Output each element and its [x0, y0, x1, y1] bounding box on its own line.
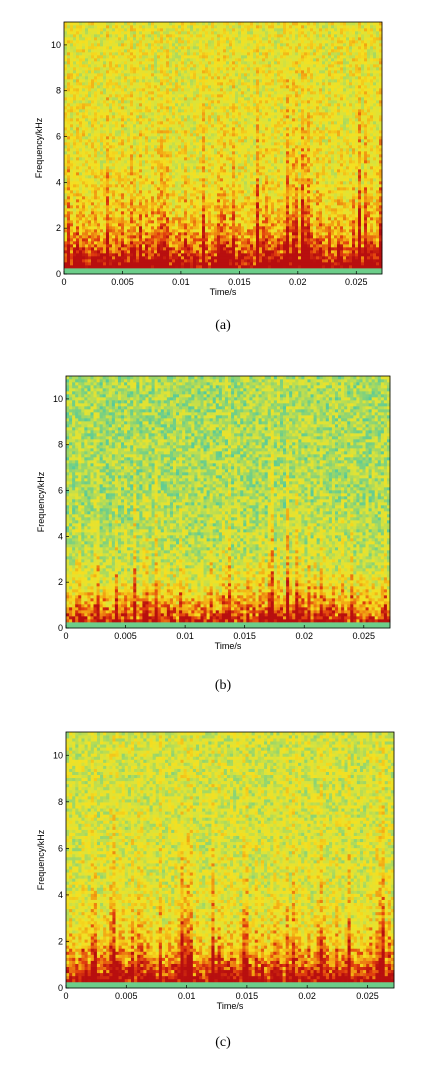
y-tick-label: 10 [53, 750, 63, 760]
y-tick-label: 8 [58, 797, 63, 807]
y-tick-label: 0 [56, 269, 61, 279]
y-axis-label: Frequency/kHz [36, 471, 46, 532]
y-tick-label: 0 [58, 983, 63, 993]
panel-caption: (c) [0, 1035, 446, 1051]
y-tick-label: 8 [56, 86, 61, 96]
x-tick-label: 0.005 [115, 991, 138, 1001]
y-tick-label: 2 [58, 577, 63, 587]
x-tick-label: 0.025 [353, 631, 376, 641]
y-tick-label: 0 [58, 623, 63, 633]
y-tick-label: 8 [58, 440, 63, 450]
x-axis-label: Time/s [215, 641, 242, 651]
spectrogram-chart-a: 0 0.005 0.01 0.015 0.02 0.025 0 2 4 6 8 10 Time/s F… [34, 21, 383, 297]
spectrogram-panel-b: 0 0.005 0.01 0.015 0.02 0.025 0 2 4 6 8 10 Time/s F… [0, 352, 446, 702]
x-tick-label: 0.01 [178, 991, 196, 1001]
heatmap-cells [66, 732, 395, 989]
x-tick-label: 0 [63, 631, 68, 641]
panel-caption: (b) [0, 678, 446, 694]
x-axis-label: Time/s [217, 1001, 244, 1011]
plot-frame [65, 375, 391, 629]
y-tick-label: 4 [56, 177, 61, 187]
y-axis-label: Frequency/kHz [36, 829, 46, 890]
x-tick-label: 0.02 [295, 631, 313, 641]
x-tick-label: 0.025 [356, 991, 379, 1001]
x-tick-label: 0 [63, 991, 68, 1001]
x-tick-label: 0.015 [233, 631, 256, 641]
x-tick-label: 0.01 [172, 277, 190, 287]
x-tick-label: 0.015 [228, 277, 251, 287]
x-tick-label: 0.005 [114, 631, 137, 641]
y-tick-label: 4 [58, 890, 63, 900]
plot-frame [63, 21, 383, 275]
spectrogram-panel-c: 0 0.005 0.01 0.015 0.02 0.025 0 2 4 6 8 10 Time/s F… [0, 706, 446, 1066]
x-axis-label: Time/s [210, 287, 237, 297]
y-tick-label: 6 [58, 486, 63, 496]
x-tick-label: 0.02 [298, 991, 316, 1001]
spectrogram-panel-a: 0 0.005 0.01 0.015 0.02 0.025 0 2 4 6 8 10 Time/s F… [0, 0, 446, 350]
heatmap-cells [66, 376, 391, 629]
x-tick-label: 0.01 [176, 631, 194, 641]
y-tick-label: 10 [53, 394, 63, 404]
y-tick-label: 6 [56, 132, 61, 142]
y-tick-label: 6 [58, 843, 63, 853]
y-tick-label: 10 [51, 40, 61, 50]
y-axis-label: Frequency/kHz [34, 117, 44, 178]
x-tick-label: 0 [61, 277, 66, 287]
spectrogram-chart-c: 0 0.005 0.01 0.015 0.02 0.025 0 2 4 6 8 10 Time/s F… [36, 731, 395, 1011]
x-tick-label: 0.02 [289, 277, 307, 287]
x-tick-label: 0.015 [236, 991, 259, 1001]
y-tick-label: 2 [56, 223, 61, 233]
plot-frame [65, 731, 395, 989]
y-tick-label: 2 [58, 936, 63, 946]
x-tick-label: 0.005 [111, 277, 134, 287]
heatmap-cells [64, 22, 383, 275]
panel-caption: (a) [0, 318, 446, 334]
x-tick-label: 0.025 [345, 277, 368, 287]
spectrogram-chart-b: 0 0.005 0.01 0.015 0.02 0.025 0 2 4 6 8 10 Time/s F… [36, 375, 391, 651]
y-tick-label: 4 [58, 531, 63, 541]
